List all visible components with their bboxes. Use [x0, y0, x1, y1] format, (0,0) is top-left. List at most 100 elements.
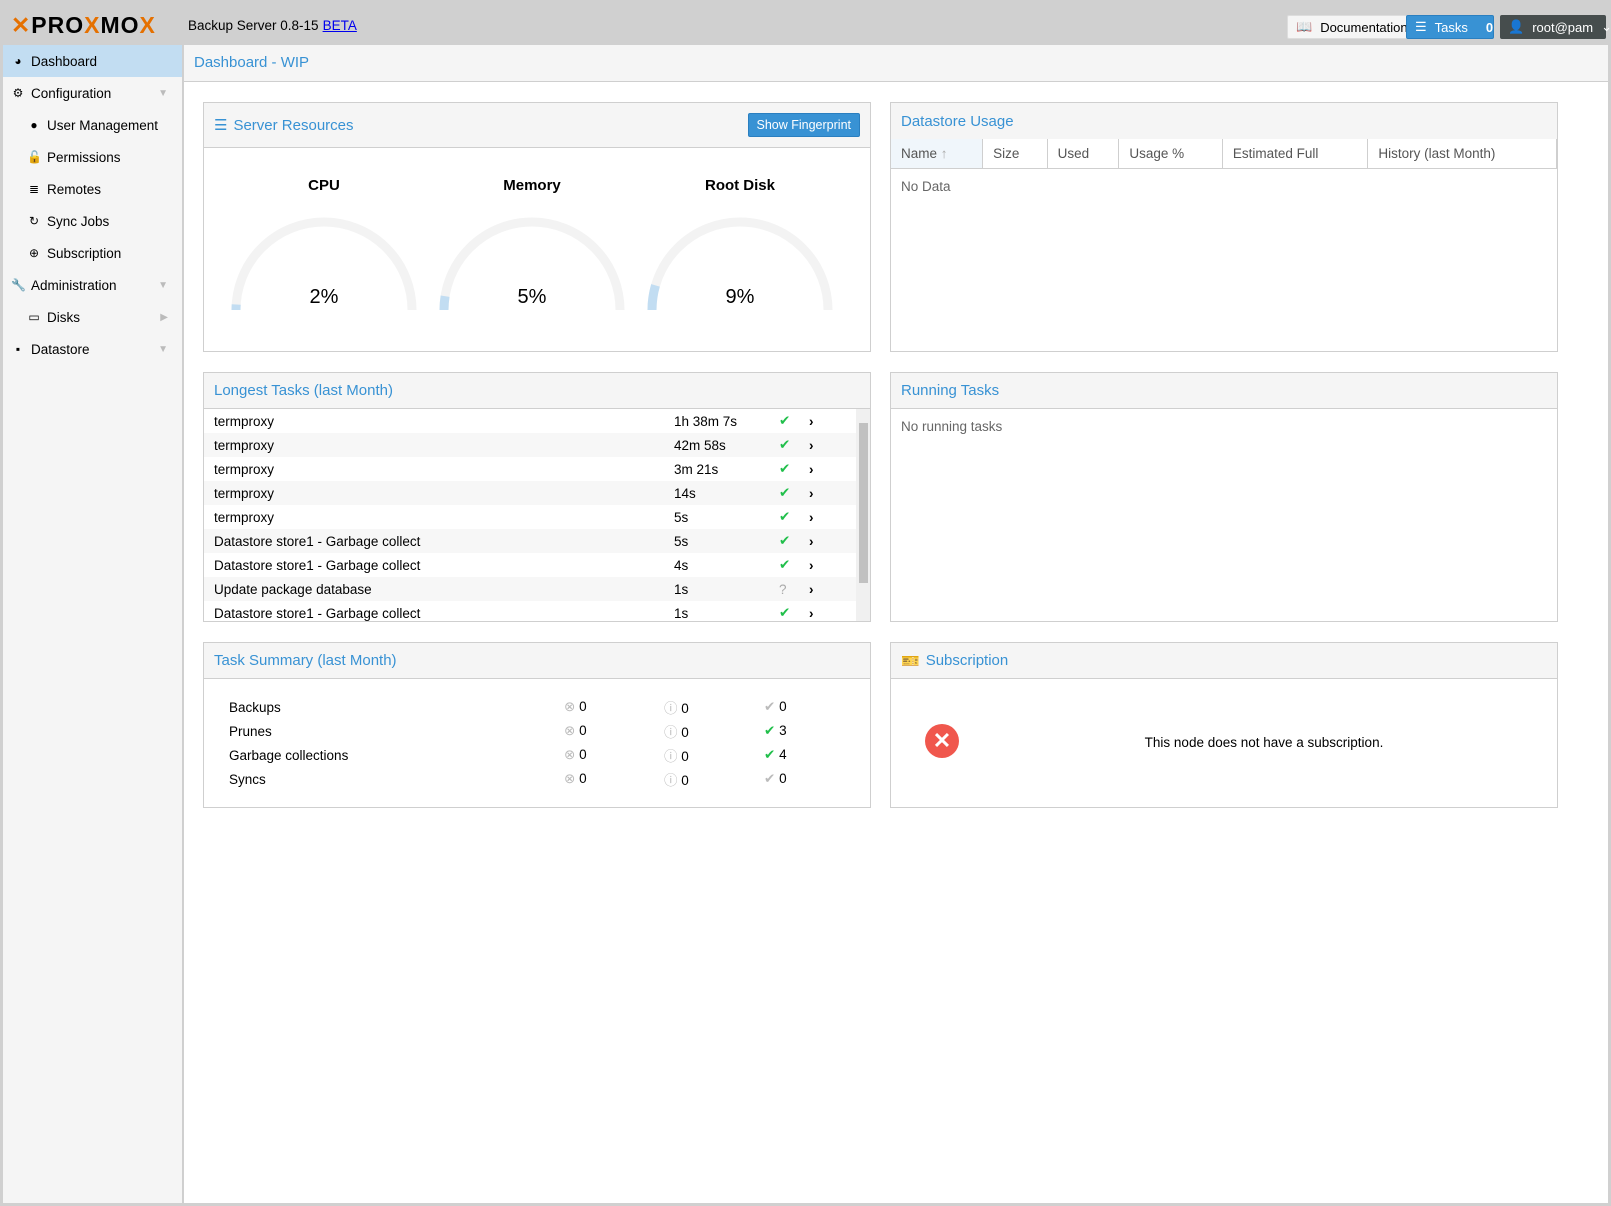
- chevron-right-icon[interactable]: ›: [809, 557, 814, 573]
- gauge-label: Root Disk: [704, 177, 775, 194]
- task-duration: 3m 21s: [674, 461, 719, 477]
- panel-title: Longest Tasks (last Month): [214, 382, 393, 399]
- expand-icon[interactable]: ▶: [160, 311, 168, 323]
- sidebar-item-permissions[interactable]: 🔓 Permissions: [3, 141, 182, 173]
- user-menu-button[interactable]: 👤 root@pam ⌄: [1500, 15, 1611, 39]
- expand-icon[interactable]: ▼: [158, 279, 168, 291]
- column-label: Size: [993, 146, 1020, 161]
- chevron-right-icon[interactable]: ›: [809, 461, 814, 477]
- unlock-icon: 🔓: [27, 150, 42, 164]
- task-row[interactable]: termproxy 5s ✔ ›: [204, 505, 870, 529]
- gauge-memory: Memory 5%: [432, 141, 632, 317]
- task-name: Datastore store1 - Garbage collect: [214, 533, 421, 549]
- column-label: History (last Month): [1378, 146, 1496, 161]
- column-header-used[interactable]: Used: [1047, 139, 1120, 169]
- ticket-icon: 🎫: [901, 652, 920, 670]
- task-duration: 1h 38m 7s: [674, 413, 738, 429]
- sidebar-item-remotes[interactable]: ≣ Remotes: [3, 173, 182, 205]
- task-row[interactable]: Update package database 1s? ›: [204, 577, 870, 601]
- task-name: termproxy: [214, 509, 275, 525]
- documentation-button[interactable]: 📖 Documentation: [1287, 15, 1417, 39]
- sidebar-item-dashboard[interactable]: ◕ Dashboard: [3, 45, 182, 77]
- user-icon: ●: [30, 118, 38, 132]
- server-resources-panel: ☰ Server Resources Show Fingerprint CPU 2…: [203, 102, 871, 352]
- panel-title: Running Tasks: [901, 382, 1000, 399]
- chevron-right-icon[interactable]: ›: [809, 605, 814, 621]
- sidebar-item-disks[interactable]: ▭ Disks ▶: [3, 301, 182, 333]
- column-header-history-last-month-[interactable]: History (last Month): [1367, 139, 1557, 169]
- warning-icon: ⓘ: [664, 773, 678, 788]
- question-circle-icon: ?: [779, 581, 787, 597]
- show-fingerprint-button[interactable]: Show Fingerprint: [747, 113, 860, 137]
- task-name: termproxy: [214, 485, 275, 501]
- task-row[interactable]: Datastore store1 - Garbage collect 1s ✔ ›: [204, 601, 870, 621]
- summary-row: Prunes ⊗ 0 ⓘ 0 ✔ 3: [204, 719, 870, 743]
- task-row[interactable]: termproxy 42m 58s ✔ ›: [204, 433, 870, 457]
- column-header-estimated-full[interactable]: Estimated Full: [1222, 139, 1369, 169]
- archive-icon: ▪: [15, 342, 21, 356]
- check-circle-icon: ✔: [779, 557, 791, 572]
- ok-count: 0: [779, 771, 787, 786]
- error-count: 0: [579, 771, 587, 786]
- summary-row: Backups ⊗ 0 ⓘ 0 ✔ 0: [204, 695, 870, 719]
- task-row[interactable]: termproxy 1h 38m 7s ✔ ›: [204, 409, 870, 433]
- check-circle-icon: ✔: [779, 485, 791, 500]
- hdd-icon: ▭: [28, 310, 40, 324]
- gauge-arc: [231, 217, 417, 311]
- no-running-tasks-text: No running tasks: [901, 419, 1003, 434]
- task-name: termproxy: [214, 413, 275, 429]
- ok-count: 0: [779, 699, 787, 714]
- check-circle-icon: ✔: [779, 509, 791, 524]
- tasks-button[interactable]: ☰ Tasks 0: [1406, 15, 1494, 39]
- gears-icon: ⚙: [12, 86, 24, 100]
- error-icon: ⊗: [564, 723, 576, 738]
- task-row[interactable]: termproxy 14s ✔ ›: [204, 481, 870, 505]
- panel-title: Subscription: [925, 652, 1009, 669]
- sidebar-item-administration[interactable]: 🔧 Administration ▼: [3, 269, 182, 301]
- task-duration: 5s: [674, 533, 689, 549]
- chevron-right-icon[interactable]: ›: [809, 533, 814, 549]
- sidebar-item-label: Disks: [47, 309, 80, 325]
- column-label: Estimated Full: [1232, 146, 1319, 161]
- column-label: Usage %: [1129, 146, 1185, 161]
- expand-icon[interactable]: ▼: [158, 343, 168, 355]
- beta-link[interactable]: BETA: [322, 18, 357, 33]
- chevron-right-icon[interactable]: ›: [809, 413, 814, 429]
- expand-icon[interactable]: ▼: [158, 87, 168, 99]
- summary-label: Backups: [229, 699, 281, 715]
- refresh-icon: ↻: [28, 214, 40, 228]
- longest-tasks-panel: Longest Tasks (last Month) termproxy 1h 3…: [203, 372, 871, 622]
- sidebar-item-configuration[interactable]: ⚙ Configuration ▼: [3, 77, 182, 109]
- sidebar-item-user-management[interactable]: ● User Management: [3, 109, 182, 141]
- column-label: Name: [901, 146, 938, 161]
- task-row[interactable]: Datastore store1 - Garbage collect 5s ✔ ›: [204, 529, 870, 553]
- task-row[interactable]: termproxy 3m 21s ✔ ›: [204, 457, 870, 481]
- column-header-size[interactable]: Size: [982, 139, 1048, 169]
- gauge-arc: [439, 217, 625, 311]
- gauge-value: 9%: [725, 286, 755, 308]
- task-row[interactable]: Datastore store1 - Garbage collect 4s ✔ ›: [204, 553, 870, 577]
- sort-asc-icon: ↑: [940, 146, 948, 161]
- tasks-label: Tasks: [1434, 19, 1468, 35]
- tachometer-icon: ◕: [14, 54, 22, 68]
- task-duration: 1s: [674, 605, 689, 621]
- task-name: termproxy: [214, 461, 275, 477]
- sidebar-item-datastore[interactable]: ▪ Datastore ▼: [3, 333, 182, 365]
- column-header-name[interactable]: Name ↑: [891, 139, 984, 169]
- server-icon: ☰: [214, 117, 228, 134]
- column-header-usage-[interactable]: Usage %: [1118, 139, 1223, 169]
- summary-row: Syncs ⊗ 0 ⓘ 0 ✔ 0: [204, 767, 870, 791]
- scrollbar[interactable]: [856, 409, 870, 621]
- column-label: Used: [1057, 146, 1090, 161]
- chevron-right-icon[interactable]: ›: [809, 581, 814, 597]
- documentation-label: Documentation: [1320, 19, 1408, 35]
- gauge-fill: [439, 295, 450, 311]
- chevron-right-icon[interactable]: ›: [809, 485, 814, 501]
- gauge-label: Memory: [503, 177, 561, 194]
- error-icon: ⊗: [564, 771, 576, 786]
- task-name: Datastore store1 - Garbage collect: [214, 557, 421, 573]
- sidebar-item-sync-jobs[interactable]: ↻ Sync Jobs: [3, 205, 182, 237]
- sidebar-item-subscription[interactable]: ⊕ Subscription: [3, 237, 182, 269]
- chevron-right-icon[interactable]: ›: [809, 437, 814, 453]
- chevron-right-icon[interactable]: ›: [809, 509, 814, 525]
